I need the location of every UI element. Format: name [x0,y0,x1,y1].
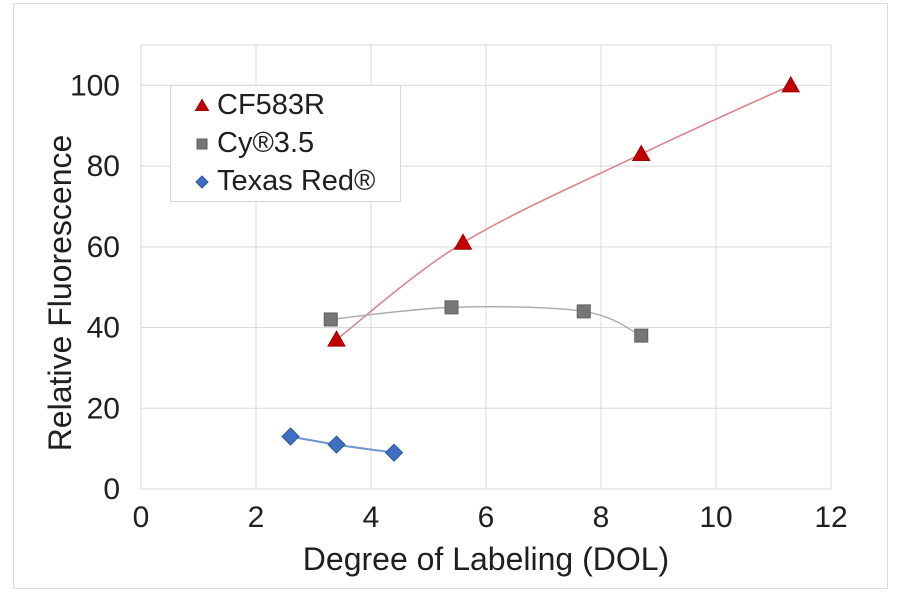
square-marker [196,138,208,149]
y-tick-label: 0 [103,473,120,506]
legend-square-icon [196,138,208,149]
y-tick-label: 60 [87,231,120,264]
y-tick-label: 20 [87,392,120,425]
triangle-marker [194,98,210,111]
x-tick-label: 2 [248,501,265,534]
series-line-triangle [336,84,792,341]
legend-label: Texas Red® [217,165,376,197]
x-tick-label: 12 [814,501,847,534]
diamond-marker [384,443,404,462]
legend-item: Cy®3.5 [189,125,400,163]
legend-triangle-icon [194,98,210,111]
image-border [13,3,888,589]
square-marker [634,328,649,343]
plot-border [140,44,832,490]
x-tick-label: 6 [478,501,495,534]
square-marker [444,300,459,315]
y-axis-title: Relative Fluorescence [42,134,78,452]
legend-item: Texas Red® [189,163,400,201]
legend: CF583R Cy®3.5 Texas Red® [170,85,401,202]
diamond-marker [327,435,346,454]
y-tick-label: 80 [87,150,120,183]
series-line-square [330,306,642,337]
x-tick-label: 4 [363,501,380,534]
legend-item: CF583R [189,87,400,125]
legend-label: CF583R [217,89,325,121]
triangle-marker [453,233,473,250]
square-marker [576,304,591,319]
legend-label: Cy®3.5 [217,127,315,159]
square-marker [323,312,338,327]
legend-diamond-icon [195,174,209,189]
x-tick-label: 8 [593,501,610,534]
diamond-marker [281,427,300,446]
y-tick-label: 100 [70,69,120,102]
x-tick-label: 10 [699,501,732,534]
diamond-marker [195,174,209,189]
x-axis-title: Degree of Labeling (DOL) [302,541,670,577]
y-tick-label: 40 [87,312,120,345]
triangle-marker [327,330,346,347]
triangle-marker [781,75,801,93]
x-tick-label: 0 [133,501,150,534]
triangle-marker [631,144,651,161]
